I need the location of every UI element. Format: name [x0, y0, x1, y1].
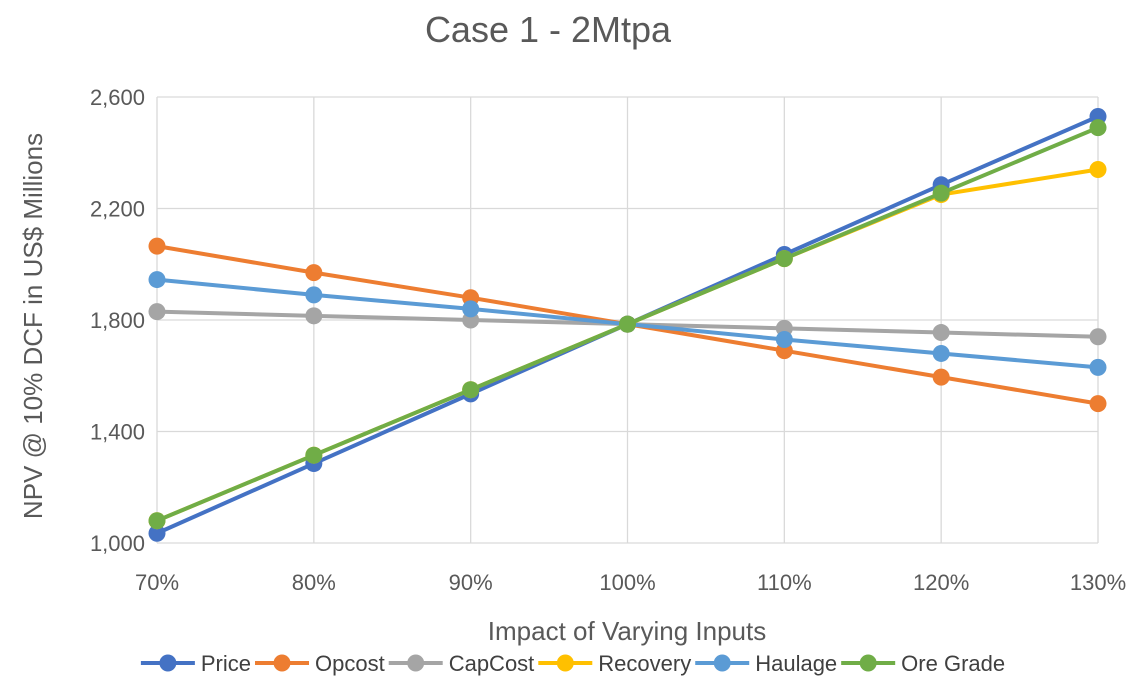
y-tick-label: 2,600	[90, 85, 145, 110]
legend-label: Ore Grade	[901, 651, 1005, 676]
x-tick-label: 110%	[757, 570, 812, 595]
data-point	[1089, 119, 1107, 137]
data-point	[775, 250, 793, 268]
legend-swatch-marker	[407, 654, 425, 672]
data-point	[148, 271, 166, 289]
legend-item: Opcost	[255, 651, 385, 676]
data-point	[932, 184, 950, 202]
data-point	[619, 315, 636, 333]
data-point	[305, 307, 323, 325]
series-lines	[148, 108, 1107, 542]
data-point	[1089, 395, 1107, 413]
legend-item: Haulage	[695, 651, 837, 676]
legend-label: CapCost	[449, 651, 535, 676]
legend-label: Recovery	[598, 651, 691, 676]
legend-item: Price	[140, 651, 251, 676]
x-tick-label: 130%	[1070, 570, 1126, 595]
y-tick-label: 1,800	[90, 308, 145, 333]
legend-item: Recovery	[538, 651, 691, 676]
x-tick-label: 90%	[449, 570, 493, 595]
legend-swatch-marker	[859, 654, 877, 672]
x-axis-ticks: 70% 80% 90% 100% 110% 120% 130%	[135, 570, 1126, 595]
legend-swatch-marker	[273, 654, 291, 672]
legend-label: Price	[201, 651, 251, 676]
data-point	[148, 512, 166, 530]
data-point	[148, 237, 166, 255]
data-point	[305, 286, 323, 304]
chart-title: Case 1 - 2Mtpa	[425, 9, 672, 50]
x-tick-label: 80%	[292, 570, 336, 595]
data-point	[462, 381, 480, 399]
legend-label: Haulage	[755, 651, 837, 676]
data-point	[932, 324, 950, 342]
y-tick-label: 2,200	[90, 197, 145, 222]
data-point	[932, 344, 950, 362]
legend-item: Ore Grade	[841, 651, 1005, 676]
y-axis-title: NPV @ 10% DCF in US$ Millions	[18, 133, 48, 519]
y-tick-label: 1,400	[90, 420, 145, 445]
data-point	[1089, 328, 1107, 346]
legend-swatch-marker	[713, 654, 731, 672]
x-axis-title: Impact of Varying Inputs	[488, 616, 766, 646]
legend-swatch-marker	[556, 654, 574, 672]
series-ore-grade	[148, 119, 1107, 530]
data-point	[1089, 160, 1107, 178]
data-point	[148, 524, 166, 542]
data-point	[775, 331, 793, 349]
legend-swatch-marker	[159, 654, 177, 672]
x-tick-label: 120%	[913, 570, 969, 595]
legend-item: CapCost	[388, 651, 535, 676]
data-point	[305, 264, 323, 282]
x-tick-label: 100%	[599, 570, 655, 595]
data-point	[305, 446, 323, 464]
legend: Price Opcost CapCost Recovery Haulage Ore Gra…	[140, 651, 1005, 676]
data-point	[148, 303, 166, 321]
data-point	[932, 368, 950, 386]
y-tick-label: 1,000	[90, 531, 145, 556]
y-axis-ticks: 1,000 1,400 1,800 2,200 2,600	[90, 85, 145, 556]
legend-label: Opcost	[315, 651, 385, 676]
x-tick-label: 70%	[135, 570, 179, 595]
data-point	[462, 300, 480, 318]
data-point	[1089, 358, 1107, 376]
